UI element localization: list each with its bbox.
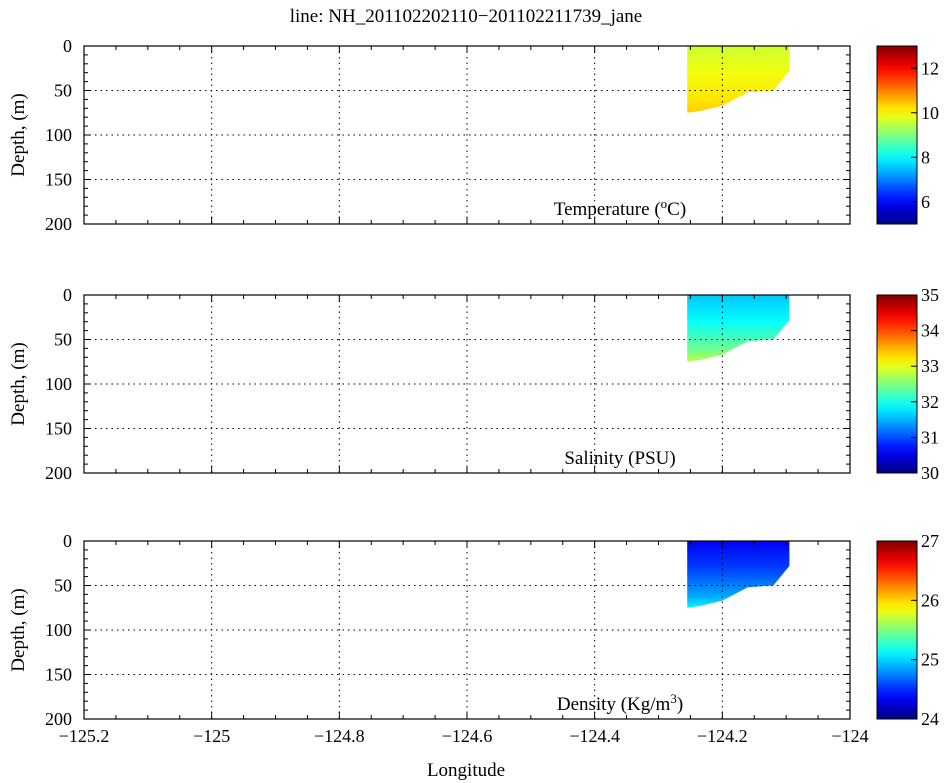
colorbar-tick-label: 33 bbox=[921, 356, 939, 376]
y-tick-label: 150 bbox=[45, 419, 72, 439]
data-region bbox=[687, 295, 790, 362]
colorbar-tick-label: 25 bbox=[921, 650, 939, 670]
colorbar-tick-label: 12 bbox=[921, 58, 939, 78]
data-region bbox=[687, 46, 790, 113]
x-tick-label: −125.2 bbox=[59, 726, 110, 746]
panel-label: Density (Kg/m3) bbox=[557, 691, 683, 715]
colorbar-tick-label: 26 bbox=[921, 590, 939, 610]
y-tick-label: 0 bbox=[63, 285, 72, 305]
panel-label-sup: o bbox=[661, 196, 668, 211]
y-tick-label: 0 bbox=[63, 36, 72, 56]
panel-label-text: Density (Kg/m bbox=[557, 694, 671, 715]
y-axis-title: Depth, (m) bbox=[8, 342, 29, 425]
colorbar-tick-label: 10 bbox=[921, 103, 939, 123]
y-tick-label: 50 bbox=[54, 576, 72, 596]
x-tick-label: −124.8 bbox=[314, 726, 365, 746]
panel-label: Salinity (PSU) bbox=[564, 448, 675, 469]
panel-1: 0 50 100 150 200 Depth, (m) Temperature (oC) 6 8… bbox=[8, 36, 939, 234]
y-tick-label: 50 bbox=[54, 330, 72, 350]
x-tick-label: −124.4 bbox=[569, 726, 620, 746]
y-tick-label: 150 bbox=[45, 170, 72, 190]
y-tick-label: 100 bbox=[45, 374, 72, 394]
panel-label-sup: 3 bbox=[670, 691, 677, 706]
colorbar-tick-label: 6 bbox=[921, 192, 930, 212]
colorbar bbox=[876, 540, 918, 720]
colorbar-tick-label: 24 bbox=[921, 709, 939, 729]
colorbar-tick-label: 35 bbox=[921, 285, 939, 305]
colorbar-tick-label: 30 bbox=[921, 463, 939, 483]
x-tick-label: −124.6 bbox=[442, 726, 493, 746]
x-tick-label: −124 bbox=[831, 726, 868, 746]
y-tick-label: 150 bbox=[45, 665, 72, 685]
figure-title: line: NH_201102202110−201102211739_jane bbox=[290, 6, 643, 27]
x-tick-label: −124.2 bbox=[697, 726, 748, 746]
x-axis-title: Longitude bbox=[427, 760, 505, 781]
colorbar-tick-label: 32 bbox=[921, 392, 939, 412]
y-tick-label: 200 bbox=[45, 709, 72, 729]
panel-3: 0 50 100 150 200−125.2 −125 −124.8 −124.6 −124.4… bbox=[8, 531, 939, 746]
panel-label-text: Temperature ( bbox=[554, 199, 661, 220]
colorbar-tick-label: 8 bbox=[921, 147, 930, 167]
y-tick-label: 0 bbox=[63, 531, 72, 551]
y-tick-label: 50 bbox=[54, 81, 72, 101]
colorbar bbox=[876, 294, 918, 474]
colorbar-tick-label: 27 bbox=[921, 531, 939, 551]
y-tick-label: 200 bbox=[45, 214, 72, 234]
x-tick-label: −125 bbox=[193, 726, 230, 746]
y-tick-label: 200 bbox=[45, 463, 72, 483]
colorbar-tick-label: 31 bbox=[921, 427, 939, 447]
y-axis-title: Depth, (m) bbox=[8, 588, 29, 671]
y-axis-title: Depth, (m) bbox=[8, 93, 29, 176]
panel-label-unit: C) bbox=[667, 199, 686, 220]
y-tick-label: 100 bbox=[45, 125, 72, 145]
data-region bbox=[687, 541, 790, 608]
y-tick-label: 100 bbox=[45, 620, 72, 640]
panel-label: Temperature (oC) bbox=[554, 196, 686, 220]
colorbar bbox=[876, 45, 918, 225]
panel-label-text: Salinity (PSU) bbox=[564, 448, 675, 469]
panel-label-unit: ) bbox=[677, 694, 683, 715]
panel-2: 0 50 100 150 200 Depth, (m) Salinity (PSU) 30 31… bbox=[8, 285, 939, 483]
colorbar-tick-label: 34 bbox=[921, 321, 939, 341]
